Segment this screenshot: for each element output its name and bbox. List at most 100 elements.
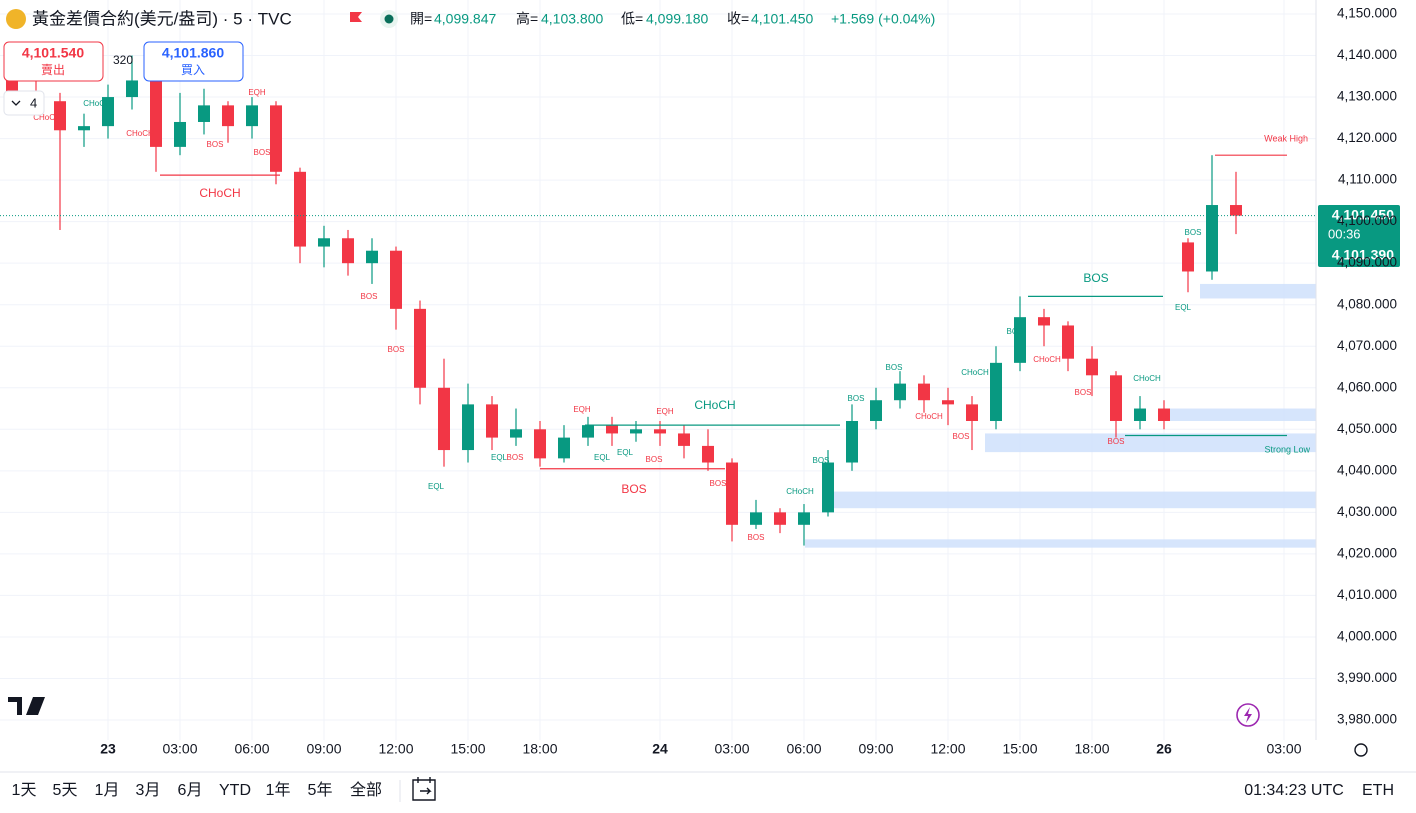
range-button[interactable]: 全部	[350, 781, 382, 799]
range-button[interactable]: 3月	[136, 782, 161, 799]
buy-label: 買入	[181, 63, 205, 77]
zone	[1160, 408, 1316, 421]
sell-label: 賣出	[41, 62, 65, 77]
candle-body	[534, 429, 546, 459]
candle-body	[822, 462, 834, 513]
structure-tag: BOS	[953, 432, 970, 441]
structure-tag: BOS	[1007, 327, 1024, 336]
open-label: 開=	[410, 11, 432, 27]
candle-body	[582, 425, 594, 438]
range-button[interactable]: 1天	[12, 782, 37, 799]
y-tick-label: 4,020.000	[1337, 545, 1397, 560]
range-button[interactable]: 1月	[95, 782, 120, 799]
x-tick-label: 12:00	[930, 741, 965, 757]
candle-body	[630, 429, 642, 434]
x-tick-label: 12:00	[378, 741, 413, 757]
high-label: 高=	[516, 11, 538, 27]
candle-body	[726, 462, 738, 525]
y-tick-label: 4,000.000	[1337, 629, 1397, 644]
countdown: 00:36	[1328, 226, 1361, 241]
range-button[interactable]: 6月	[178, 782, 203, 799]
candle-body	[150, 80, 162, 147]
structure-tag: BOS	[207, 140, 224, 149]
session[interactable]: ETH	[1362, 782, 1394, 799]
candle-body	[654, 429, 666, 434]
candle-body	[270, 105, 282, 172]
y-tick-label: 4,110.000	[1338, 172, 1397, 187]
structure-tag: CHoCH	[961, 368, 989, 377]
structure-tag: BOS	[1075, 388, 1092, 397]
candle-body	[870, 400, 882, 421]
candle-body	[1062, 325, 1074, 359]
structure-label: BOS	[621, 482, 646, 496]
candle-body	[438, 387, 450, 451]
x-tick-label: 18:00	[1074, 741, 1109, 757]
symbol-title[interactable]: 黃金差價合約(美元/盎司) · 5 · TVC	[32, 9, 292, 28]
structure-label: CHoCH	[199, 186, 240, 200]
y-tick-label: 4,040.000	[1337, 462, 1397, 477]
structure-label: Weak High	[1264, 133, 1308, 143]
y-tick-label: 4,150.000	[1337, 6, 1397, 21]
candle-body	[942, 400, 954, 405]
buy-button[interactable]	[143, 41, 244, 82]
x-tick-label: 03:00	[714, 741, 749, 757]
zones	[805, 283, 1316, 548]
candle-body	[390, 250, 402, 309]
structure-tag: EQH	[248, 88, 266, 97]
settings-button[interactable]	[1354, 743, 1368, 757]
candle-body	[222, 105, 234, 127]
date-range-icon[interactable]	[412, 777, 436, 801]
x-tick-label: 23	[100, 741, 116, 757]
x-tick-label: 06:00	[234, 741, 269, 757]
candle-body	[294, 171, 306, 247]
zone	[825, 491, 1316, 509]
range-button[interactable]: 5年	[308, 781, 333, 799]
tv-logo[interactable]	[8, 697, 45, 715]
candle-body	[1110, 375, 1122, 421]
candle-body	[1086, 358, 1098, 376]
y-tick-label: 3,980.000	[1337, 712, 1397, 727]
structure-tag: BOS	[646, 455, 663, 464]
structure-tag: BOS	[886, 363, 903, 372]
structure-tag: EQH	[573, 405, 591, 414]
structure-tag: BOS	[361, 292, 378, 301]
range-button[interactable]: YTD	[219, 782, 251, 799]
structure-tag: CHoCH	[1133, 374, 1161, 383]
x-tick-label: 15:00	[1002, 741, 1037, 757]
structure-tag: CHoCH	[915, 412, 943, 421]
sell-price: 4,101.540	[22, 45, 84, 61]
range-button[interactable]: 1年	[266, 781, 291, 799]
x-tick-label: 09:00	[306, 741, 341, 757]
high-value: 4,103.800	[541, 11, 603, 27]
candle-body	[102, 97, 114, 127]
structure-tag: EQL	[1175, 303, 1192, 312]
candle-body	[366, 250, 378, 264]
lightning-icon	[1244, 707, 1252, 723]
candle-body	[198, 105, 210, 122]
structure-label: CHoCH	[694, 398, 735, 412]
clock[interactable]: 01:34:23 UTC	[1244, 782, 1344, 799]
lightning-button[interactable]	[1236, 703, 1260, 727]
x-tick-label: 06:00	[786, 741, 821, 757]
y-tick-label: 4,030.000	[1337, 504, 1397, 519]
last-price: 4,101.450	[1332, 207, 1394, 223]
candle-body	[318, 238, 330, 247]
indicator-toggle[interactable]	[3, 90, 45, 116]
x-tick-label: 15:00	[450, 741, 485, 757]
sell-button[interactable]	[3, 41, 104, 82]
chevron-icon	[11, 100, 21, 106]
structure-tag: BOS	[507, 453, 524, 462]
candle-body	[678, 433, 690, 446]
structure-label: Strong Low	[1264, 444, 1310, 454]
flag-icon[interactable]	[350, 12, 362, 22]
structure-tag: CHoCH	[126, 129, 154, 138]
candle-body	[1182, 242, 1194, 272]
structure-tag: BOS	[1185, 228, 1202, 237]
structure-tag: BOS	[813, 456, 830, 465]
open-value: 4,099.847	[434, 11, 496, 27]
low-label: 低=	[621, 11, 643, 27]
buy-price: 4,101.860	[162, 45, 224, 61]
range-button[interactable]: 5天	[53, 782, 78, 799]
